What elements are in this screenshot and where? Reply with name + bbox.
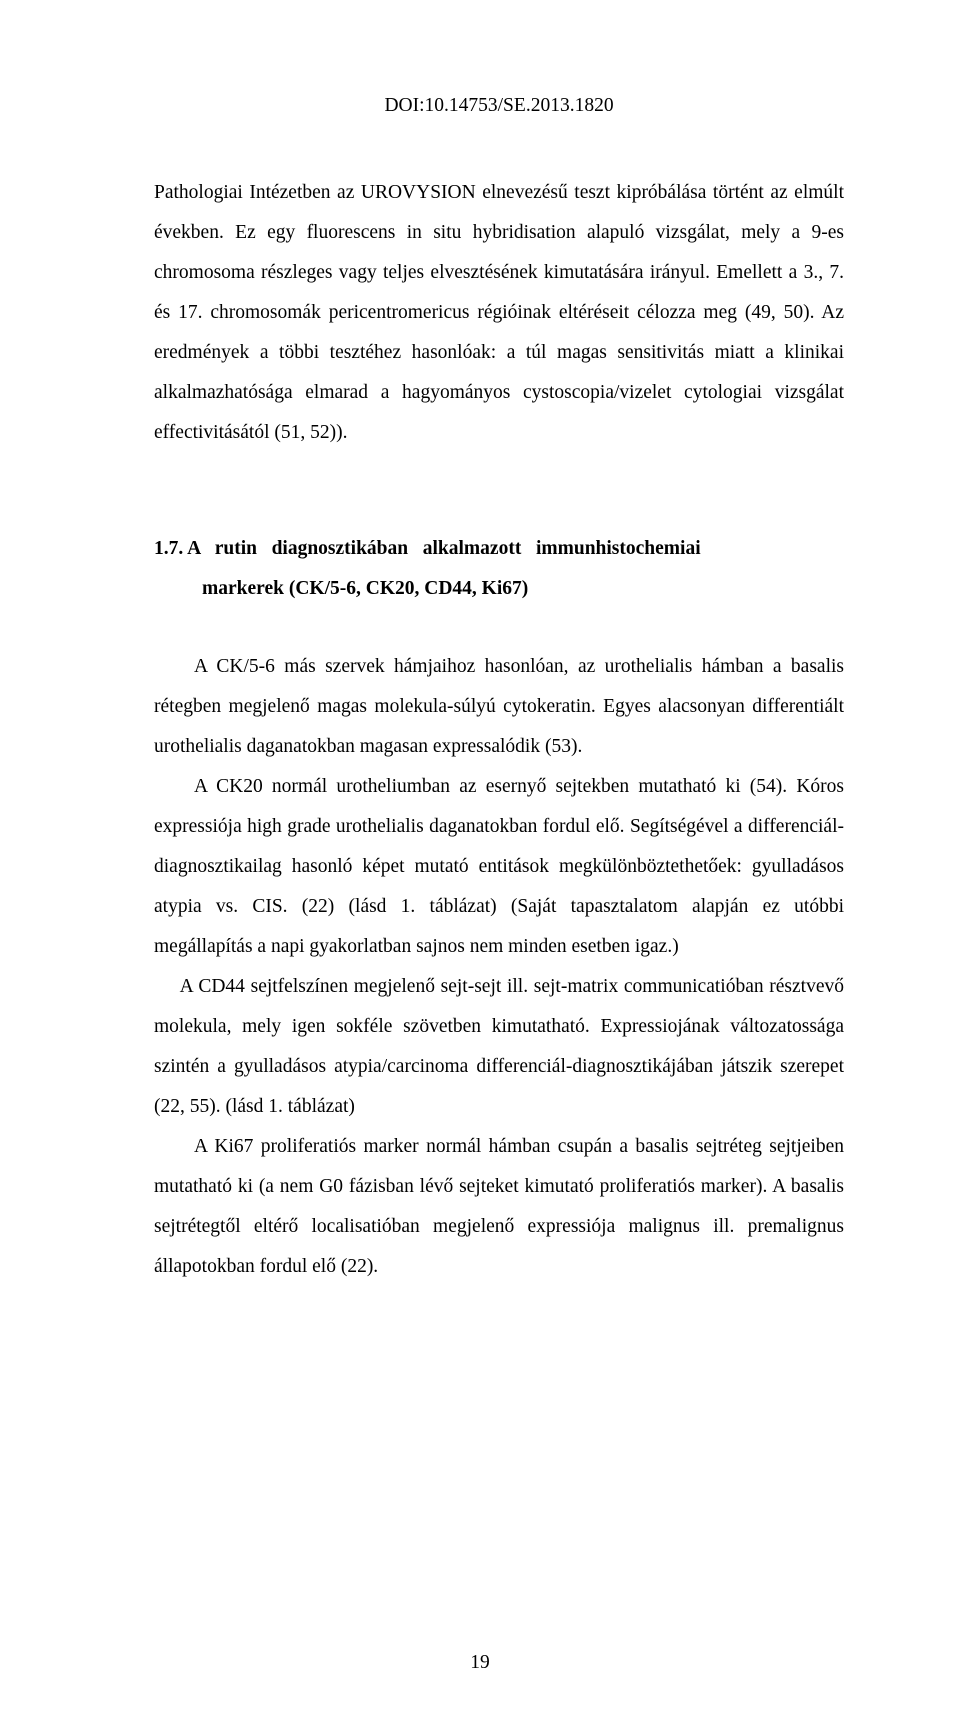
section-number: 1.7. bbox=[154, 538, 183, 559]
section-title-line1: A rutin diagnosztikában alkalmazott immu… bbox=[187, 538, 701, 559]
paragraph-ck20: A CK20 normál urotheliumban az esernyő s… bbox=[154, 767, 844, 967]
section-title-line2: markerek (CK/5-6, CK20, CD44, Ki67) bbox=[154, 569, 844, 609]
paragraph-intro: Pathologiai Intézetben az UROVYSION elne… bbox=[154, 173, 844, 453]
paragraph-ki67: A Ki67 proliferatiós marker normál hámba… bbox=[154, 1127, 844, 1287]
section-heading: 1.7. A rutin diagnosztikában alkalmazott… bbox=[154, 529, 844, 609]
page-number: 19 bbox=[0, 1653, 960, 1673]
paragraph-cd44: A CD44 sejtfelszínen megjelenő sejt-sejt… bbox=[154, 967, 844, 1127]
paragraph-ck56: A CK/5-6 más szervek hámjaihoz hasonlóan… bbox=[154, 647, 844, 767]
doi-header: DOI:10.14753/SE.2013.1820 bbox=[154, 94, 844, 117]
